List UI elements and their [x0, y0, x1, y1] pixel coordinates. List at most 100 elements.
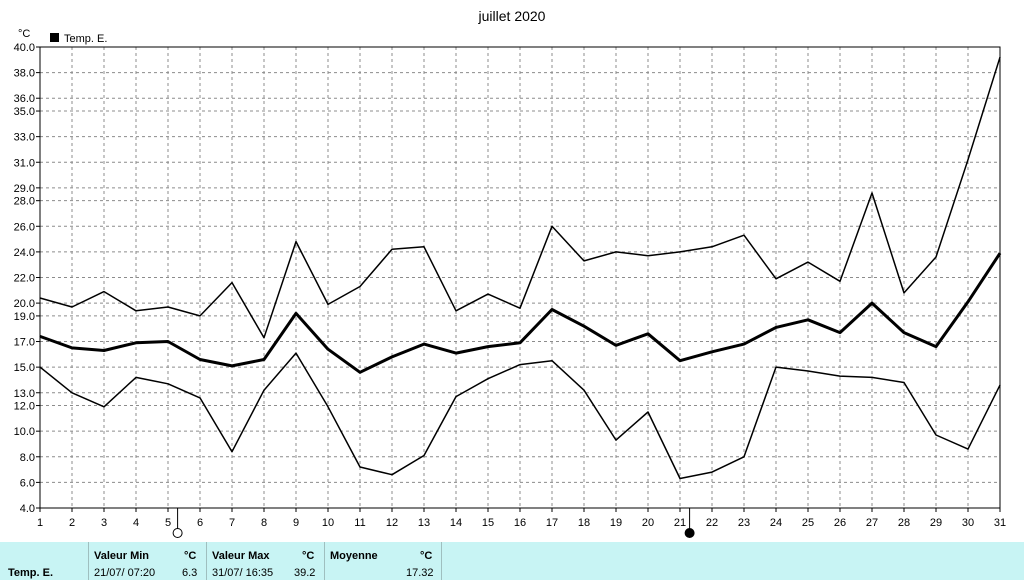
x-tick-label: 9	[293, 517, 299, 529]
data-point-mean	[647, 333, 649, 335]
data-point-max	[551, 225, 553, 227]
data-point-max	[871, 192, 873, 194]
x-tick-label: 22	[706, 517, 718, 529]
chart-title: juillet 2020	[478, 8, 546, 24]
x-tick-label: 3	[101, 517, 107, 529]
y-tick-label: 8.0	[20, 452, 35, 464]
y-tick-label: 24.0	[14, 247, 35, 259]
y-tick-label: 35.0	[14, 106, 35, 118]
data-point-mean	[391, 356, 393, 358]
data-point-min	[295, 352, 297, 354]
data-point-max	[743, 234, 745, 236]
y-tick-label: 36.0	[14, 93, 35, 105]
data-point-max	[167, 306, 169, 308]
x-tick-label: 13	[418, 517, 430, 529]
y-tick-label: 4.0	[20, 503, 35, 515]
data-point-max	[359, 285, 361, 288]
data-point-min	[423, 454, 425, 457]
data-point-max	[295, 241, 297, 243]
data-point-min	[487, 378, 489, 380]
x-tick-label: 2	[69, 517, 75, 529]
plot-frame	[39, 46, 1001, 509]
data-point-mean	[711, 351, 713, 353]
data-point-mean	[679, 360, 681, 362]
y-tick-label: 31.0	[14, 157, 35, 169]
x-tick-label: 1	[37, 517, 43, 529]
data-point-mean	[935, 346, 937, 348]
x-tick-label: 27	[866, 517, 878, 529]
y-tick-label: 40.0	[14, 42, 35, 54]
data-point-mean	[583, 325, 585, 327]
data-point-max	[807, 261, 809, 263]
x-tick-label: 11	[354, 517, 365, 529]
data-point-min	[103, 406, 105, 408]
x-tick-label: 14	[450, 517, 462, 529]
x-tick-label: 24	[770, 517, 782, 529]
data-point-mean	[551, 308, 553, 311]
data-point-min	[647, 411, 649, 413]
data-point-mean	[71, 347, 73, 349]
data-point-max	[327, 303, 329, 305]
data-point-min	[391, 474, 393, 476]
data-point-max	[199, 315, 201, 317]
data-point-min	[327, 406, 329, 408]
data-point-mean	[743, 343, 745, 345]
statistics-footer: Temp. E. Valeur Min °C 21/07/ 07:20 6.3 …	[0, 542, 1024, 580]
footer-row-label: Temp. E.	[8, 567, 54, 579]
moon-phases	[172, 508, 695, 538]
data-point-mean	[615, 344, 617, 346]
data-point-mean	[839, 331, 841, 334]
data-point-mean	[103, 349, 105, 352]
data-point-max	[455, 310, 457, 312]
data-point-min	[711, 471, 713, 473]
data-point-max	[583, 260, 585, 262]
y-tick-label: 38.0	[14, 68, 35, 80]
avg-header: Moyenne	[330, 550, 378, 562]
data-point-min	[71, 392, 73, 394]
y-tick-label: 22.0	[14, 273, 35, 285]
data-point-min	[455, 395, 457, 398]
x-tick-label: 21	[674, 517, 686, 529]
data-point-max	[615, 251, 617, 253]
y-tick-label: 26.0	[14, 221, 35, 233]
data-point-mean	[807, 319, 809, 321]
y-tick-label: 17.0	[14, 337, 35, 349]
data-point-mean	[167, 340, 169, 343]
data-point-max	[263, 337, 265, 339]
data-point-mean	[199, 358, 201, 361]
data-point-mean	[871, 302, 873, 304]
x-tick-label: 31	[994, 517, 1006, 529]
avg-unit: °C	[420, 550, 433, 562]
data-point-max	[775, 278, 777, 280]
data-point-max	[711, 246, 713, 248]
x-tick-label: 18	[578, 517, 590, 529]
data-point-min	[135, 376, 137, 378]
data-point-max	[519, 307, 521, 309]
x-tick-label: 15	[482, 517, 494, 529]
data-point-mean	[519, 342, 521, 344]
data-point-max	[647, 255, 649, 257]
data-point-mean	[487, 346, 489, 348]
max-unit: °C	[302, 550, 315, 562]
data-point-min	[935, 434, 937, 436]
data-point-max	[71, 306, 73, 308]
data-point-min	[775, 366, 777, 368]
min-value: 6.3	[182, 567, 198, 579]
data-point-min	[871, 376, 873, 378]
x-tick-label: 6	[197, 517, 203, 529]
data-point-min	[679, 477, 681, 480]
data-point-min	[967, 448, 969, 450]
min-header: Valeur Min	[94, 550, 150, 562]
y-tick-label: 19.0	[14, 311, 35, 323]
y-tick-label: 13.0	[14, 388, 35, 400]
avg-value: 17.32	[406, 567, 434, 579]
data-point-mean	[775, 326, 777, 329]
data-point-min	[583, 389, 585, 391]
y-tick-label: 20.0	[14, 298, 35, 310]
y-tick-label: 33.0	[14, 132, 35, 144]
data-point-min	[231, 451, 233, 453]
data-point-min	[519, 363, 521, 366]
max-header: Valeur Max	[212, 550, 270, 562]
max-value: 39.2	[294, 567, 316, 579]
data-point-max	[839, 280, 841, 282]
